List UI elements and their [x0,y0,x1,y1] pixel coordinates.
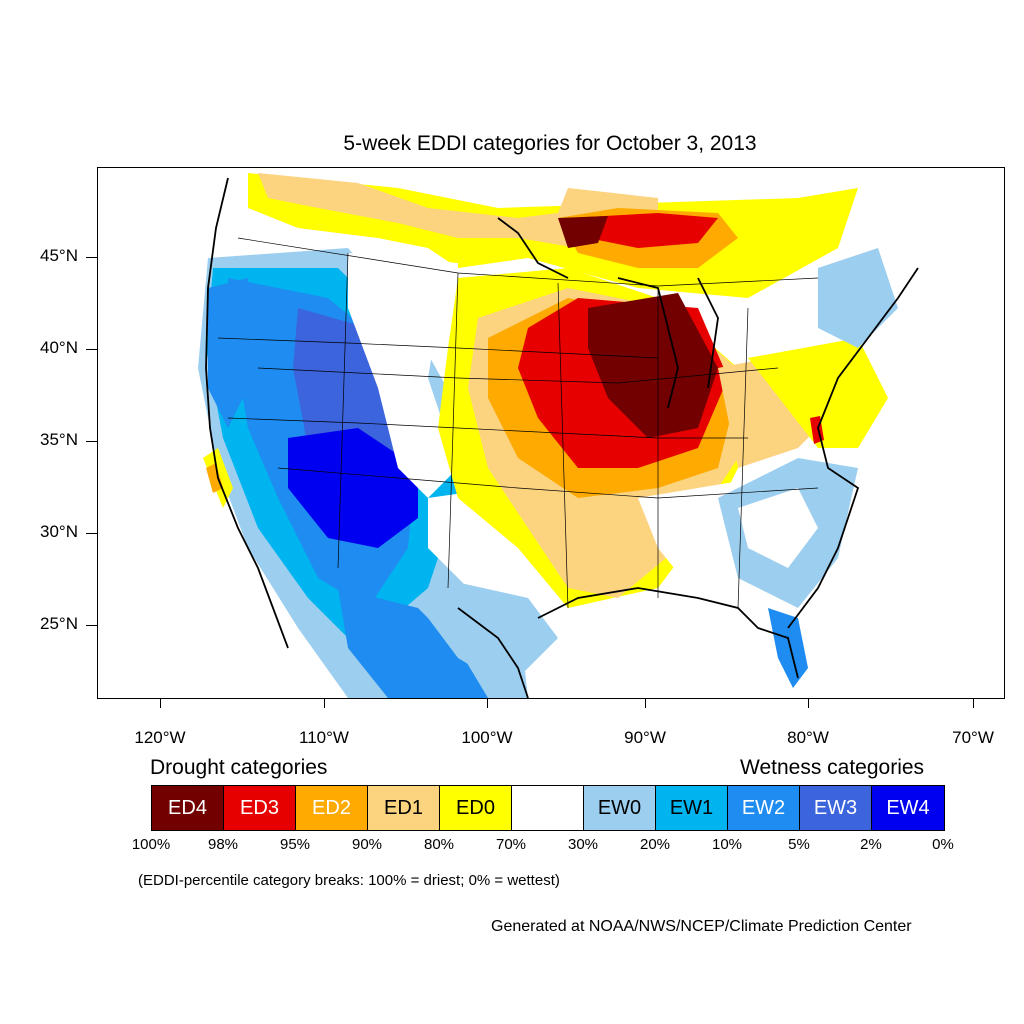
legend-box-ed2: ED2 [296,786,368,830]
x-axis-label-70w: 70°W [952,728,994,747]
region-canada-tan [258,173,658,248]
percent-break: 98% [207,836,239,853]
x-tick [160,698,161,708]
coastlines [205,177,919,698]
x-axis-label-100w: 100°W [461,728,513,747]
y-axis-label-40n: 40°N [40,338,78,357]
region-southeast-white-2 [738,488,818,568]
y-axis-label-35n: 35°N [40,430,78,449]
region-florida-ew1 [768,608,808,688]
region-mexico-ew2 [338,588,488,698]
drought-heading: Drought categories [150,756,328,779]
percent-break: 70% [495,836,527,853]
legend-box-ed3: ED3 [224,786,296,830]
percent-break: 80% [423,836,455,853]
percent-break: 90% [351,836,383,853]
category-note: (EDDI-percentile category breaks: 100% =… [138,872,560,889]
legend-box-ew2: EW2 [728,786,800,830]
map-canvas [198,173,919,698]
percent-break: 10% [711,836,743,853]
region-texas-lightblue [428,578,558,688]
legend-box-ed1: ED1 [368,786,440,830]
y-axis-label-45n: 45°N [40,246,78,265]
wetness-heading: Wetness categories [740,756,925,779]
eddi-map [97,167,1005,699]
x-axis-label-90w: 90°W [624,728,666,747]
x-tick [324,698,325,708]
percent-break: 2% [860,836,882,853]
x-tick [808,698,809,708]
percent-break: 0% [932,836,954,853]
percent-break: 20% [639,836,671,853]
y-tick [86,349,97,350]
legend-bar: ED4 ED3 ED2 ED1 ED0 EW0 EW1 EW2 EW3 EW4 [151,785,945,831]
region-east-yellow [748,338,888,448]
legend-box-neutral [512,786,584,830]
x-tick [973,698,974,708]
x-axis-label-80w: 80°W [787,728,829,747]
y-axis-label-25n: 25°N [40,614,78,633]
x-axis-label-110w: 110°W [299,728,349,747]
region-coast-orange [206,463,223,493]
y-axis-label-30n: 30°N [40,522,78,541]
region-northeast-lightblue [818,248,898,348]
region-west-ew4 [288,428,418,548]
x-tick [645,698,646,708]
region-central-ed4 [588,293,718,438]
legend-box-ed4: ED4 [152,786,224,830]
y-tick [86,625,97,626]
y-tick [86,533,97,534]
legend-box-ew3: EW3 [800,786,872,830]
x-axis-label-120w: 120°W [134,728,186,747]
map-title: 5-week EDDI categories for October 3, 20… [343,132,757,155]
legend-box-ed0: ED0 [440,786,512,830]
y-tick [86,441,97,442]
percent-break: 95% [279,836,311,853]
state-borders [217,237,819,609]
y-tick [86,257,97,258]
percent-break: 30% [567,836,599,853]
percent-break: 5% [788,836,810,853]
legend-box-ew0: EW0 [584,786,656,830]
region-ontario-darkred [558,216,608,248]
legend-box-ew1: EW1 [656,786,728,830]
credit-line: Generated at NOAA/NWS/NCEP/Climate Predi… [491,918,912,935]
x-tick [487,698,488,708]
percent-break: 100% [131,836,171,853]
region-pacific-ew2 [208,278,258,428]
legend-box-ew4: EW4 [872,786,944,830]
